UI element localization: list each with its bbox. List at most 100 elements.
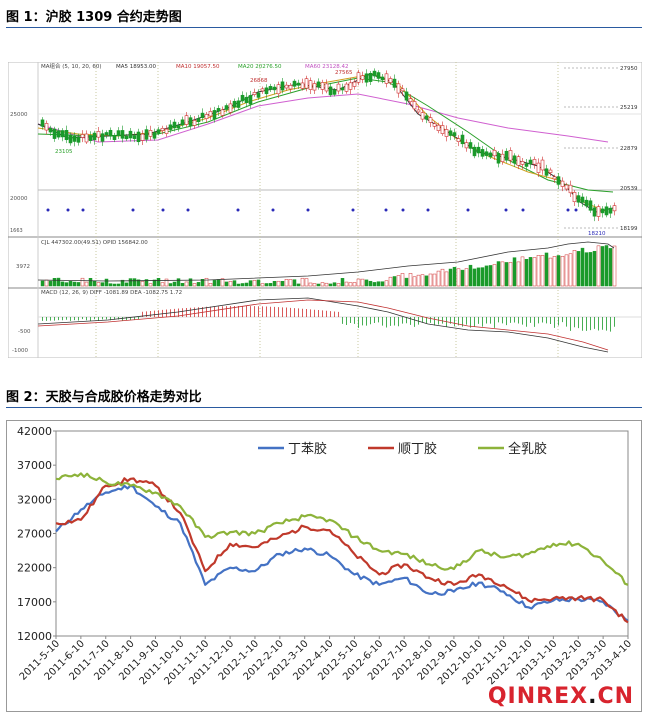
candle: [344, 83, 349, 92]
volume-bar: [556, 255, 561, 287]
annotation-low-1: 23105: [55, 149, 73, 155]
volume-bar: [60, 281, 65, 287]
left-axis-label-2: 20000: [10, 196, 28, 202]
candle: [124, 135, 129, 140]
volume-bar: [164, 278, 169, 287]
candle: [60, 130, 65, 138]
volume-bar: [384, 280, 389, 287]
macd-axis-label-2: -1000: [12, 348, 28, 354]
volume-bar: [96, 282, 101, 287]
candle: [436, 124, 441, 131]
volume-bar: [460, 269, 465, 287]
legend-label: 顺丁胶: [398, 441, 437, 457]
candle: [532, 159, 537, 165]
volume-bar: [204, 277, 209, 287]
candle: [432, 123, 437, 127]
volume-bar: [136, 279, 141, 287]
candle: [292, 80, 297, 87]
volume-bar: [420, 274, 425, 287]
candle: [192, 120, 197, 126]
volume-bar: [496, 261, 501, 287]
candle: [572, 192, 577, 203]
volume-bar: [172, 281, 177, 287]
volume-bar: [564, 254, 569, 287]
volume-bar: [252, 279, 257, 287]
candle: [444, 129, 449, 137]
volume-bar: [84, 281, 89, 287]
volume-bar: [148, 283, 153, 287]
figure2-caption: 图 2：天胶与合成胶价格走势对比: [6, 390, 202, 405]
candle: [476, 146, 481, 154]
candle: [52, 128, 57, 139]
volume-bar: [520, 256, 525, 287]
volume-bar: [92, 281, 97, 287]
volume-bar: [560, 255, 565, 287]
candle: [260, 88, 265, 92]
annotation-high-2: 27565: [335, 70, 353, 76]
candle: [156, 129, 161, 134]
candle: [120, 130, 125, 139]
volume-bar: [208, 283, 213, 287]
candle: [512, 155, 517, 164]
volume-bar: [216, 279, 221, 287]
candle: [284, 84, 289, 89]
volume-bar: [568, 253, 573, 287]
volume-bar: [464, 268, 469, 287]
volume-bar: [284, 279, 289, 287]
candle: [148, 130, 153, 137]
volume-bar: [320, 282, 325, 287]
volume-bar: [576, 251, 581, 287]
candle: [176, 125, 181, 129]
candle: [328, 86, 333, 96]
volume-bar: [328, 283, 333, 287]
candle: [104, 132, 109, 136]
candle: [504, 150, 509, 161]
volume-bar: [476, 267, 481, 287]
candle: [136, 131, 141, 143]
volume-bar: [408, 273, 413, 287]
candle: [336, 83, 341, 92]
volume-bar: [188, 278, 193, 287]
volume-bar: [392, 276, 397, 287]
volume-bar: [268, 283, 273, 287]
caption-rule: [6, 27, 642, 28]
volume-bar: [448, 268, 453, 287]
candle: [112, 135, 117, 140]
volume-bar: [120, 279, 125, 287]
candle: [384, 73, 389, 84]
watermark: QINREX.CN: [488, 684, 634, 709]
volume-bar: [312, 283, 317, 287]
volume-bar: [404, 277, 409, 287]
volume-bar: [132, 278, 137, 287]
annotation-low-2: 18210: [588, 231, 606, 237]
volume-bar: [528, 257, 533, 287]
volume-bar: [124, 282, 129, 287]
volume-bar: [376, 281, 381, 287]
volume-bar: [484, 265, 489, 287]
volume-bar: [40, 280, 45, 287]
candlestick-series: [40, 68, 617, 222]
volume-bar: [480, 267, 485, 287]
y-tick-label: 27000: [17, 528, 52, 541]
volume-bar: [516, 261, 521, 287]
volume-bar: [236, 283, 241, 287]
legend-label: 丁苯胶: [288, 441, 327, 457]
candle: [340, 87, 345, 91]
volume-bar: [360, 278, 365, 287]
volume-bar: [424, 275, 429, 287]
ma60-line: [37, 93, 609, 143]
volume-bar: [272, 280, 277, 287]
volume-bar: [340, 278, 345, 287]
volume-bar: [248, 280, 253, 287]
volume-bar: [296, 283, 301, 287]
volume-bar: [200, 279, 205, 287]
volume-bar: [592, 250, 597, 287]
candle: [280, 81, 285, 91]
volume-bar: [76, 282, 81, 287]
candle: [276, 84, 281, 95]
volume-bar: [540, 255, 545, 287]
candle: [208, 111, 213, 117]
candle: [612, 205, 617, 212]
watermark-main: QINREX: [487, 684, 589, 709]
candle: [484, 151, 489, 156]
